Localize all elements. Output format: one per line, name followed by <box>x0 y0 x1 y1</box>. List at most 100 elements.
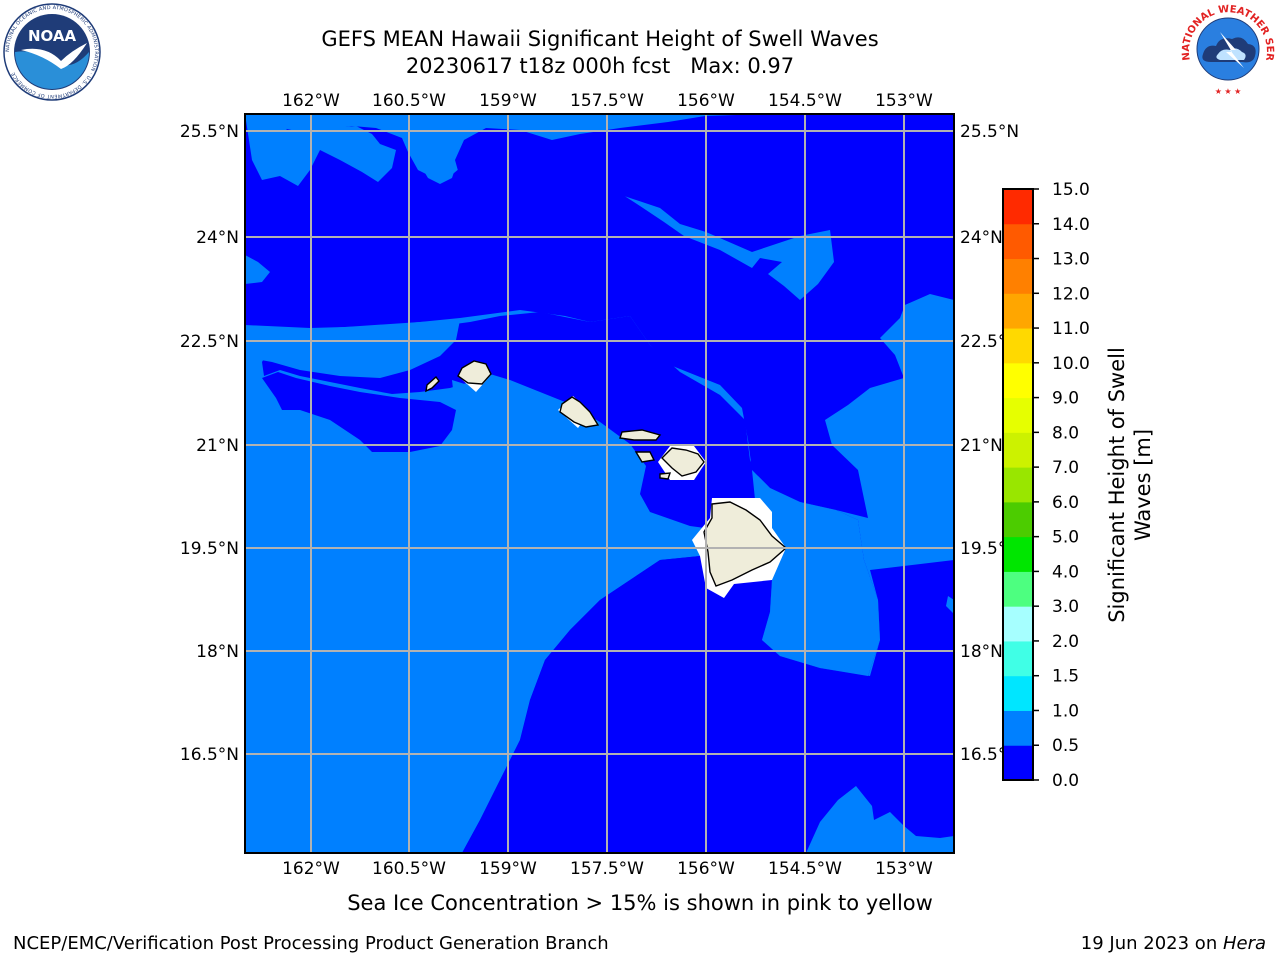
colorbar-band <box>1003 571 1033 607</box>
colorbar-tick-label: 15.0 <box>1052 180 1090 200</box>
lon-label-top: 156°W <box>677 91 735 111</box>
swell-band-0-05-southeast <box>462 556 954 853</box>
colorbar-band <box>1003 640 1033 677</box>
lon-label-top: 160.5°W <box>372 91 446 111</box>
colorbar-band <box>1003 397 1033 433</box>
colorbar-label-line2: Waves [m] <box>1131 429 1155 541</box>
caption: Sea Ice Concentration > 15% is shown in … <box>347 891 933 915</box>
colorbar-band <box>1003 258 1033 294</box>
colorbar: 0.0 0.5 1.0 1.5 2.0 3.0 4.0 5.0 6.0 7.0 8.0 9.0 10.0… <box>1002 180 1090 791</box>
swell-band-05-10-se-patch <box>806 786 954 853</box>
colorbar-band <box>1003 745 1033 781</box>
lon-label-bottom: 154.5°W <box>768 859 842 879</box>
lat-label-left: 24°N <box>196 228 239 248</box>
colorbar-tick-label: 14.0 <box>1052 215 1090 235</box>
footer-credit: NCEP/EMC/Verification Post Processing Pr… <box>13 933 609 954</box>
noaa-logo: NATIONAL OCEANIC AND ATMOSPHERIC ADMINIS… <box>3 3 101 101</box>
footer-date: 19 Jun 2023 on Hera <box>1081 933 1266 954</box>
lat-label-right: 18°N <box>960 642 1003 662</box>
colorbar-tick-label: 13.0 <box>1052 250 1090 270</box>
lat-label-right: 25.5°N <box>960 122 1019 142</box>
lon-label-bottom: 153°W <box>875 859 933 879</box>
lon-label-bottom: 156°W <box>677 859 735 879</box>
colorbar-label-line1: Significant Height of Swell <box>1105 347 1129 623</box>
lon-label-bottom: 157.5°W <box>570 859 644 879</box>
island-kauai <box>457 360 492 385</box>
colorbar-band <box>1003 293 1033 329</box>
lon-label-top: 162°W <box>282 91 340 111</box>
colorbar-band <box>1003 675 1033 711</box>
lon-label-bottom: 159°W <box>479 859 537 879</box>
graticule <box>245 114 954 853</box>
colorbar-band <box>1003 328 1033 364</box>
lon-label-top: 153°W <box>875 91 933 111</box>
colorbar-tick-label: 7.0 <box>1052 458 1079 478</box>
swell-band-05-10-kauai-channel <box>245 320 460 378</box>
hawaiian-islands <box>425 360 788 587</box>
colorbar-band <box>1003 189 1033 225</box>
noaa-logo-text: NOAA <box>28 27 77 45</box>
chart-title: GEFS MEAN Hawaii Significant Height of S… <box>321 27 879 51</box>
colorbar-band <box>1003 467 1033 503</box>
island-kahoolawe <box>659 472 672 480</box>
colorbar-tick-label: 0.0 <box>1052 771 1079 791</box>
chart-subtitle: 20230617 t18z 000h fcst Max: 0.97 <box>405 54 795 78</box>
colorbar-tick-label: 9.0 <box>1052 389 1079 409</box>
lat-label-left: 16.5°N <box>180 745 239 765</box>
colorbar-band <box>1003 536 1033 572</box>
lon-labels-bottom: 162°W 160.5°W 159°W 157.5°W 156°W 154.5°W 153°… <box>282 859 933 879</box>
island-niihau <box>425 375 440 393</box>
swell-band-05-10-sliver <box>422 162 456 184</box>
lon-labels-top: 162°W 160.5°W 159°W 157.5°W 156°W 154.5°W 153°… <box>282 91 933 111</box>
lon-label-bottom: 160.5°W <box>372 859 446 879</box>
colorbar-tick-label: 1.0 <box>1052 701 1079 721</box>
colorbar-tick-label: 5.0 <box>1052 528 1079 548</box>
swell-band-05-10-oahu-band <box>452 380 640 500</box>
colorbar-tick-label: 10.0 <box>1052 354 1090 374</box>
colorbar-band <box>1003 606 1033 642</box>
lat-label-left: 19.5°N <box>180 539 239 559</box>
colorbar-tick-label: 6.0 <box>1052 493 1079 513</box>
island-oahu <box>559 396 600 428</box>
nws-logo: NATIONAL WEATHER SERVICE ★ ★ ★ <box>1178 2 1275 97</box>
lon-label-bottom: 162°W <box>282 859 340 879</box>
lat-label-left: 21°N <box>196 436 239 456</box>
map-frame <box>244 113 955 854</box>
lat-labels-left: 25.5°N 24°N 22.5°N 21°N 19.5°N 18°N 16.5°N <box>180 122 239 765</box>
swell-band-05-10-west-edge <box>245 255 270 284</box>
colorbar-frame <box>1002 188 1034 781</box>
footer-date-text: 19 Jun 2023 on <box>1080 933 1223 954</box>
colorbar-tick-label: 3.0 <box>1052 597 1079 617</box>
lon-label-top: 157.5°W <box>570 91 644 111</box>
colorbar-tick-label: 12.0 <box>1052 284 1090 304</box>
colorbar-tick-label: 2.0 <box>1052 632 1079 652</box>
lon-label-top: 159°W <box>479 91 537 111</box>
colorbar-tick-label: 11.0 <box>1052 319 1090 339</box>
colorbar-band <box>1003 501 1033 538</box>
lon-label-top: 154.5°W <box>768 91 842 111</box>
swell-band-05-10-e-edge <box>946 596 954 614</box>
colorbar-tick-label: 4.0 <box>1052 562 1079 582</box>
svg-text:★ ★ ★: ★ ★ ★ <box>1215 87 1242 96</box>
colorbar-tick-label: 1.5 <box>1052 667 1079 687</box>
island-molokai <box>619 429 662 441</box>
colorbar-tick-label: 0.5 <box>1052 736 1079 756</box>
colorbar-band <box>1003 432 1033 468</box>
map-plot-area <box>245 114 954 853</box>
colorbar-band <box>1003 362 1033 399</box>
colorbar-band <box>1003 223 1033 260</box>
colorbar-tick-label: 8.0 <box>1052 423 1079 443</box>
lat-label-left: 25.5°N <box>180 122 239 142</box>
swell-band-05-10-ne-patch <box>905 294 954 350</box>
island-maui <box>661 447 705 477</box>
lat-label-right: 24°N <box>960 228 1003 248</box>
footer-machine: Hera <box>1222 933 1266 954</box>
swell-band-0-05-north <box>245 114 954 518</box>
colorbar-band <box>1003 710 1033 746</box>
island-lanai <box>634 451 656 463</box>
swell-band-05-10-east-lobe <box>752 470 880 676</box>
lat-label-left: 18°N <box>196 642 239 662</box>
lat-label-right: 21°N <box>960 436 1003 456</box>
lat-label-left: 22.5°N <box>180 332 239 352</box>
